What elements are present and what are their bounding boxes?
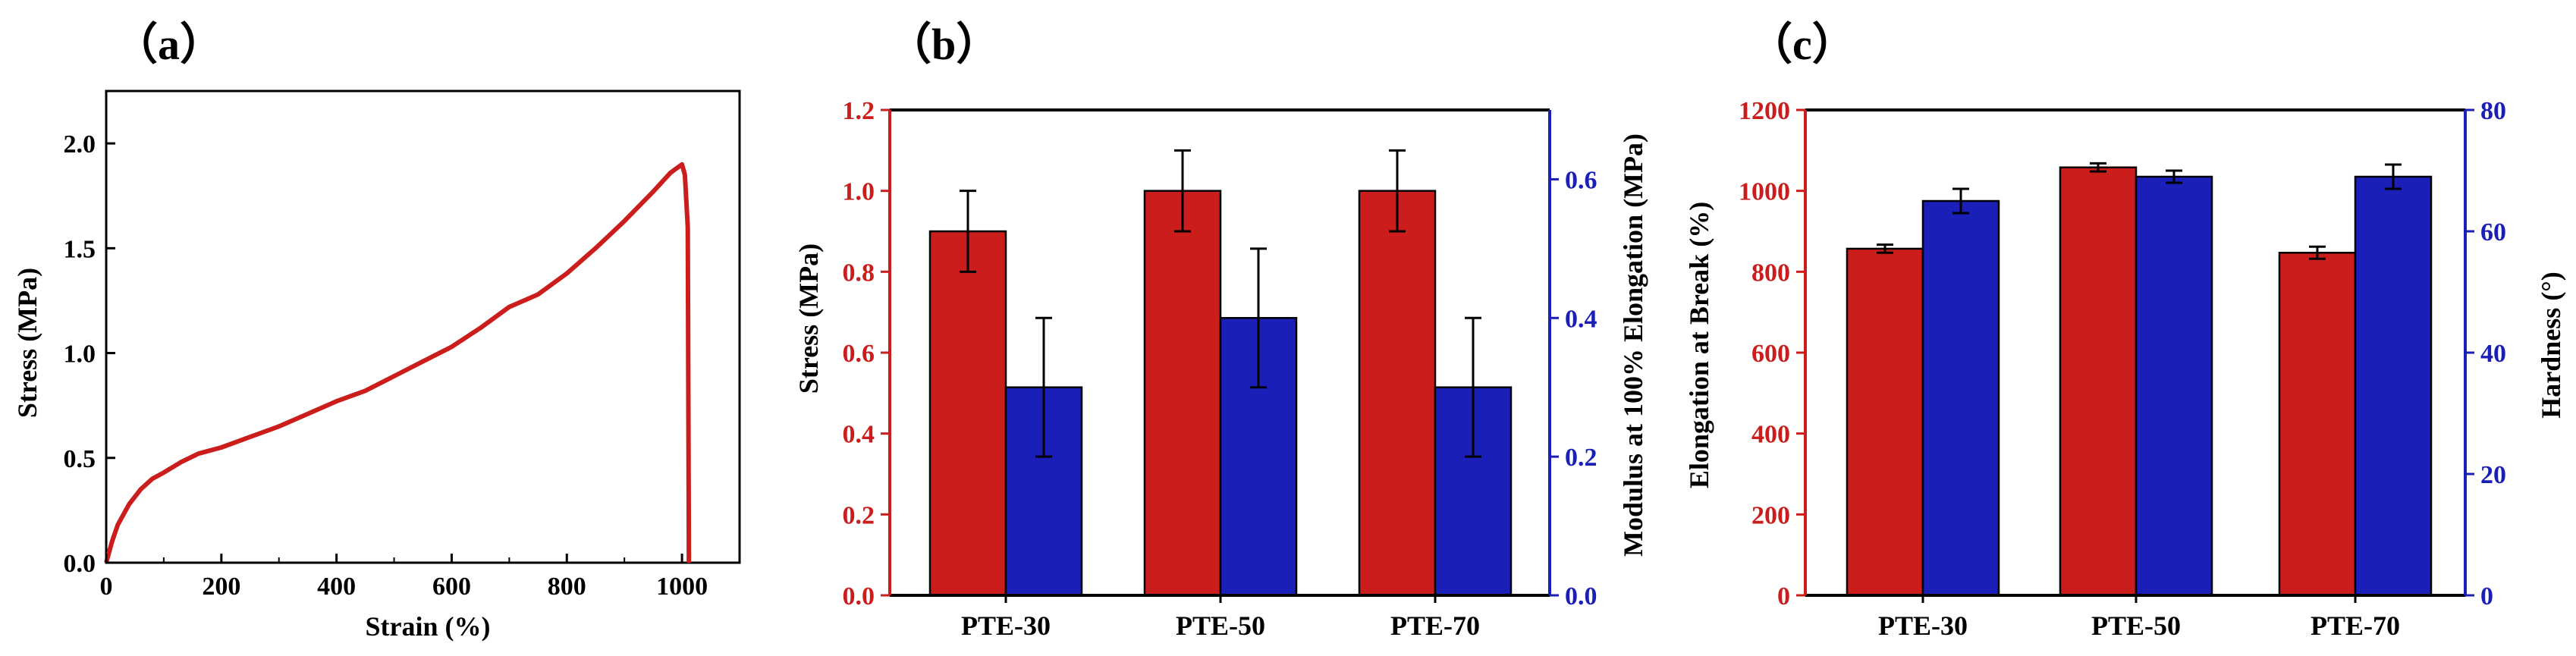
category-label: PTE-70	[2311, 610, 2400, 641]
right-tick-label: 40	[2480, 340, 2506, 368]
panel-a-series	[104, 162, 692, 563]
left-tick-label: 0	[1777, 582, 1790, 610]
right-tick-label: 80	[2480, 97, 2506, 125]
panel-b-left-ticks: 0.0 0.2 0.4 0.6 0.8 1.0 1.2	[843, 97, 890, 610]
panel-a-x-ticks: 0 200 400 600 800 1000	[100, 554, 740, 601]
panel-c-bars	[1846, 162, 2433, 597]
panel-a-x-tick-label: 400	[317, 573, 356, 601]
panel-a-x-tick-label: 800	[548, 573, 586, 601]
left-tick-label: 400	[1751, 421, 1790, 449]
panel-a-frame	[105, 89, 741, 564]
bar-left-series	[2059, 166, 2138, 597]
stress-strain-curve	[104, 162, 692, 563]
left-tick-label: 0.4	[843, 421, 875, 449]
category-label: PTE-30	[961, 610, 1051, 641]
panel-b-right-ticks: 0.0 0.2 0.4 0.6	[1550, 166, 1597, 610]
bar-right-series	[1921, 199, 2000, 597]
panel-b-bars	[928, 149, 1513, 597]
right-tick-label: 0.2	[1565, 444, 1597, 472]
left-tick-label: 0.6	[843, 340, 875, 368]
right-tick-label: 0.0	[1565, 582, 1597, 610]
panel-a-xlabel: Strain (%)	[366, 611, 491, 642]
panel-a-y-tick-label: 0.0	[64, 550, 96, 578]
panel-a-y-tick-label: 1.0	[64, 341, 96, 369]
left-tick-label: 1.2	[843, 97, 875, 125]
bar-left-series	[1358, 190, 1437, 597]
bar-right-series	[2354, 175, 2433, 597]
category-label: PTE-50	[1176, 610, 1265, 641]
panel-a-y-ticks: 0.0 0.5 1.0 1.5 2.0	[64, 130, 115, 578]
panel-c-ylabel-left: Elongation at Break (%)	[1684, 202, 1714, 488]
panel-b-label: （b）	[887, 20, 1000, 69]
panel-c-label: （c）	[1748, 20, 1856, 69]
right-tick-label: 0.4	[1565, 305, 1597, 333]
panel-a-x-tick-label: 600	[432, 573, 471, 601]
category-label: PTE-70	[1390, 610, 1480, 641]
panel-a-y-tick-label: 0.5	[64, 445, 96, 473]
panel-c-elongation-hardness-chart: （c） Elongation at Break (%) Hardness (°)…	[1684, 20, 2566, 641]
bar-right-series	[2135, 175, 2213, 597]
panel-b-stress-modulus-chart: （b） Stress (MPa) Modulus at 100% Elongat…	[793, 20, 1648, 641]
panel-a-x-tick-label: 1000	[656, 573, 708, 601]
bar-left-series	[1846, 247, 1924, 597]
panel-a-y-tick-label: 1.5	[64, 235, 96, 263]
left-tick-label: 0.8	[843, 259, 875, 287]
right-tick-label: 0.6	[1565, 166, 1597, 194]
panel-c-left-ticks: 0 200 400 600 800 1000 1200	[1739, 97, 1805, 610]
category-label: PTE-30	[1878, 610, 1968, 641]
left-tick-label: 600	[1751, 340, 1790, 368]
bar-left-series	[928, 230, 1007, 597]
panel-c-category-labels: PTE-30 PTE-50 PTE-70	[1878, 595, 2400, 641]
panel-a-y-tick-label: 2.0	[64, 130, 96, 159]
left-tick-label: 0.0	[843, 582, 875, 610]
panel-a-plot-area	[105, 89, 741, 564]
left-tick-label: 0.2	[843, 501, 875, 529]
panel-c-right-ticks: 0 20 40 60 80	[2465, 97, 2506, 610]
left-tick-label: 1000	[1739, 178, 1790, 206]
category-label: PTE-50	[2091, 610, 2181, 641]
panel-a-stress-strain-chart: （a） Stress (MPa) Strain (%) 0 200 400 600 80…	[12, 20, 741, 642]
left-tick-label: 1.0	[843, 178, 875, 206]
left-tick-label: 200	[1751, 501, 1790, 529]
panel-a-x-tick-label: 200	[202, 573, 240, 601]
panel-a-x-tick-label: 0	[100, 573, 113, 601]
left-tick-label: 1200	[1739, 97, 1790, 125]
right-tick-label: 20	[2480, 461, 2506, 489]
panel-a-ylabel: Stress (MPa)	[12, 268, 42, 418]
panel-b-ylabel-left: Stress (MPa)	[793, 243, 824, 394]
panel-c-ylabel-right: Hardness (°)	[2536, 272, 2566, 418]
right-tick-label: 60	[2480, 218, 2506, 246]
bar-left-series	[1143, 190, 1222, 597]
panel-b-category-labels: PTE-30 PTE-50 PTE-70	[961, 595, 1480, 641]
bar-left-series	[2278, 252, 2357, 597]
panel-a-label: （a）	[114, 20, 224, 69]
left-tick-label: 800	[1751, 259, 1790, 287]
panel-b-ylabel-right: Modulus at 100% Elongation (MPa)	[1618, 133, 1648, 557]
right-tick-label: 0	[2480, 582, 2493, 610]
